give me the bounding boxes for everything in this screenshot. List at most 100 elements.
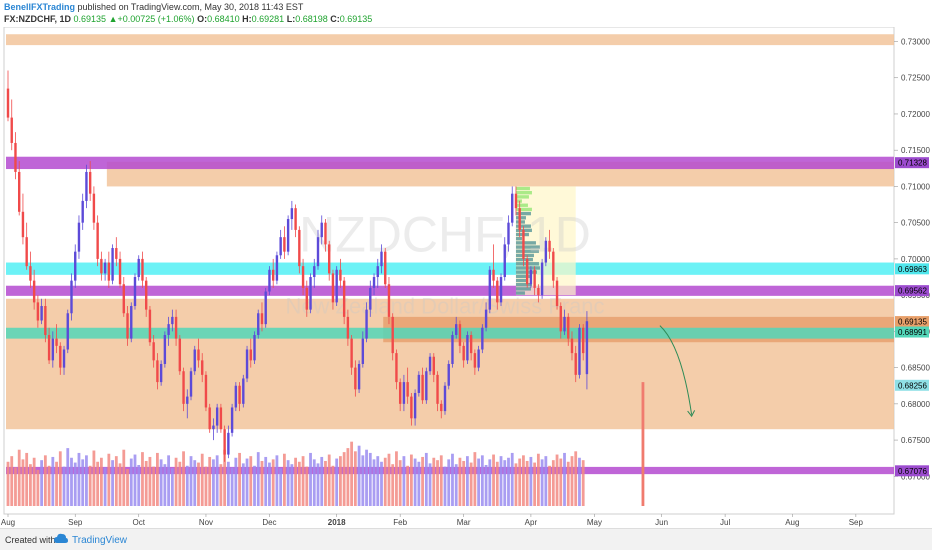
x-tick-label: Sep — [68, 518, 83, 527]
candle — [518, 200, 521, 238]
volume-bar — [241, 463, 245, 506]
volume-bar — [432, 457, 436, 506]
volume-bar — [533, 462, 537, 506]
y-tick-label: 0.72000 — [901, 110, 930, 119]
candle-body — [130, 306, 133, 339]
x-tick-label: Oct — [132, 518, 145, 527]
volume-bar — [103, 467, 107, 506]
volume-bar — [189, 456, 193, 506]
footer-bar: Created with TradingView — [0, 528, 932, 550]
candle-body — [488, 269, 492, 310]
candle-body — [167, 324, 170, 335]
candle — [525, 255, 529, 288]
candle — [466, 331, 469, 364]
tradingview-brand[interactable]: TradingView — [72, 535, 128, 546]
candle-body — [25, 237, 28, 267]
volume-bar — [234, 457, 238, 506]
created-with-label: Created with — [5, 535, 56, 545]
author-link[interactable]: BenellFXTrading — [4, 2, 76, 12]
candle — [21, 193, 25, 245]
candle-body — [410, 396, 413, 419]
candle-body — [365, 309, 368, 339]
candle-body — [70, 280, 73, 314]
candle — [85, 164, 88, 209]
volume-bar — [424, 452, 428, 506]
candle — [413, 389, 417, 426]
candle-body — [66, 313, 69, 350]
candle-body — [440, 403, 443, 412]
candle-body — [294, 208, 297, 230]
last-price: 0.69135 — [73, 14, 107, 24]
volume-bar — [454, 464, 458, 506]
candle — [436, 371, 439, 412]
candle-body — [462, 345, 465, 361]
candle-body — [320, 222, 323, 238]
candle — [559, 302, 562, 339]
price-label-box — [895, 285, 929, 297]
price-label-text: 0.68256 — [898, 381, 927, 390]
candle — [462, 342, 465, 368]
candle — [238, 382, 241, 412]
volume-bar — [492, 454, 495, 506]
candle-body — [36, 302, 40, 321]
candle-body — [391, 316, 394, 354]
volume-profile-row — [515, 274, 530, 279]
candle — [130, 302, 133, 343]
candle — [447, 360, 450, 390]
volume-bar — [566, 461, 570, 506]
candle-body — [428, 356, 432, 372]
candle — [271, 258, 275, 288]
volume-bar — [406, 465, 410, 506]
candle — [481, 324, 484, 354]
candle-body — [548, 240, 551, 252]
volume-bar — [548, 465, 551, 506]
price-label-text: 0.68991 — [898, 328, 927, 337]
candle — [290, 200, 294, 230]
candle-body — [32, 280, 36, 303]
candle-body — [14, 142, 17, 172]
candle — [301, 258, 305, 296]
volume-bar — [223, 449, 227, 506]
candle — [346, 309, 350, 346]
candle — [555, 277, 559, 310]
volume-bar — [368, 452, 372, 506]
x-tick-label: Sep — [849, 518, 864, 527]
candle — [455, 316, 458, 339]
x-tick-label: 2018 — [328, 518, 346, 527]
volume-bar — [167, 455, 171, 506]
volume-bar — [413, 458, 417, 506]
candle-body — [305, 287, 308, 310]
volume-bar — [47, 465, 51, 506]
price-chart[interactable]: NZDCHF, 1D New Zealand Dollar/Swiss Franc… — [0, 27, 932, 528]
volume-bar — [536, 453, 540, 506]
volume-bar — [29, 464, 32, 506]
volume-bar — [290, 464, 294, 506]
candle — [440, 400, 443, 419]
volume-bar — [55, 461, 58, 506]
volume-bar — [383, 457, 387, 506]
candle — [242, 374, 245, 408]
candle — [118, 251, 122, 288]
candle-body — [369, 287, 372, 310]
volume-bar — [219, 464, 223, 506]
candle — [410, 392, 413, 426]
volume-bar — [245, 458, 249, 506]
candle-body — [144, 280, 148, 310]
candle — [320, 215, 323, 245]
price-label-box — [895, 316, 929, 328]
candle-body — [59, 345, 62, 368]
volume-bar — [275, 455, 279, 506]
open-label: O: — [197, 14, 208, 24]
candle — [425, 367, 428, 404]
y-tick-label: 0.67500 — [901, 436, 930, 445]
volume-profile-row — [515, 203, 528, 207]
volume-bar — [544, 456, 548, 506]
candle — [305, 280, 308, 317]
candle — [402, 374, 406, 412]
candle-body — [477, 349, 480, 368]
candle-body — [324, 222, 327, 245]
candle — [107, 251, 111, 288]
symbol-label[interactable]: FX:NZDCHF, 1D — [4, 14, 71, 24]
volume-profile-row — [515, 216, 526, 220]
candle — [428, 353, 432, 375]
